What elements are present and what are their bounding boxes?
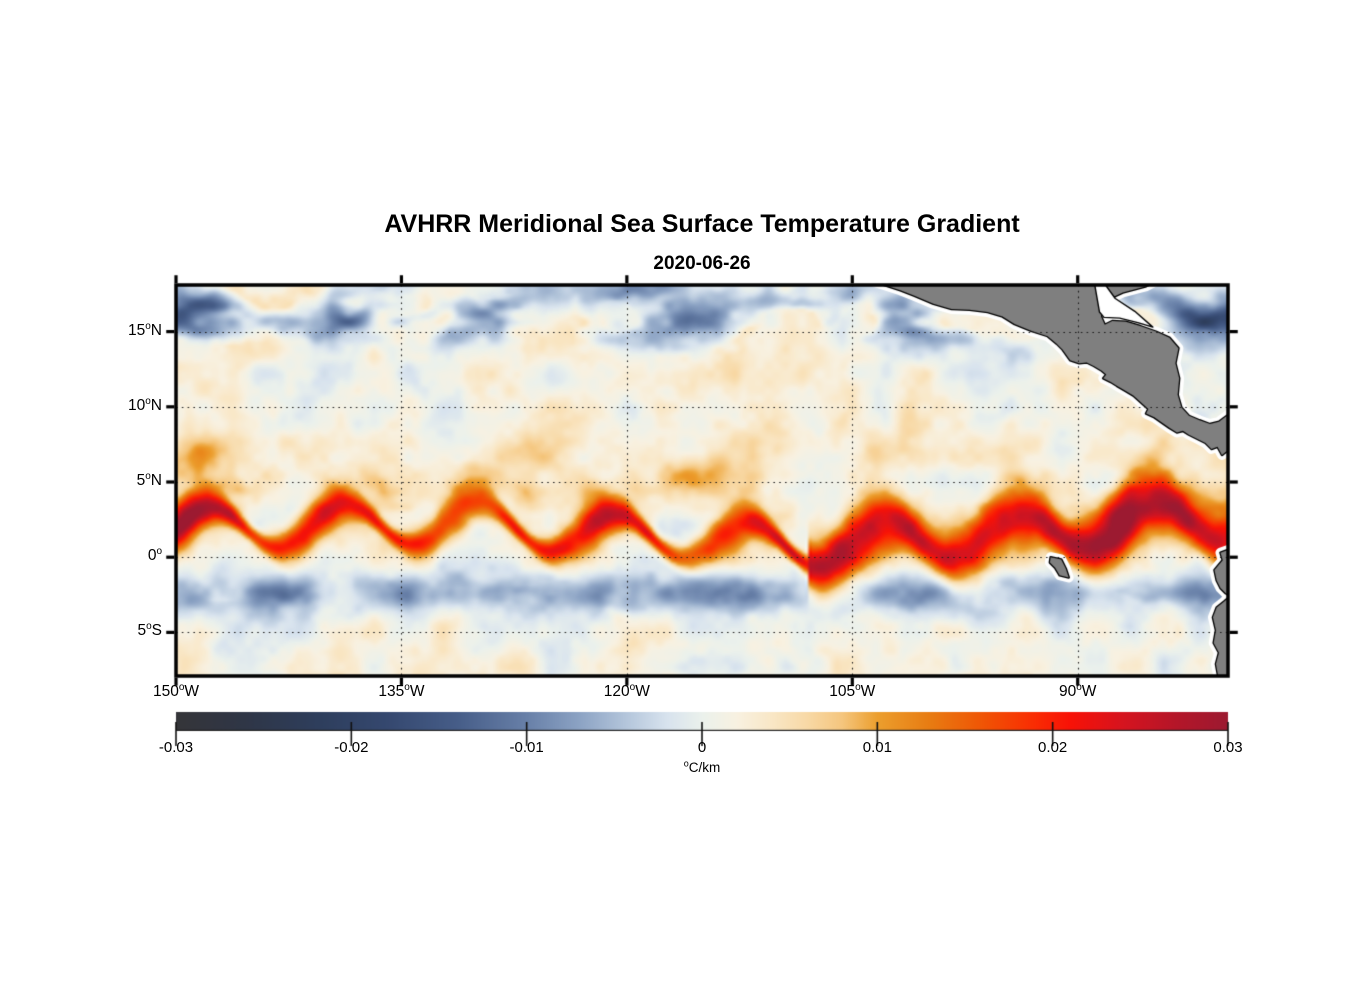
colorbar-tick-label: 0.03 [1213, 739, 1243, 756]
colorbar-tick-label: -0.01 [509, 739, 544, 756]
degree-symbol: o [683, 758, 689, 769]
degree-symbol: o [146, 621, 152, 633]
colorbar-tick-label: 0.02 [1038, 739, 1068, 756]
degree-symbol: o [145, 320, 151, 332]
colorbar-unit-label: oC/km [683, 758, 721, 775]
y-tick-label: 0o [147, 546, 162, 565]
y-tick-label: 15oN [127, 320, 162, 339]
chart-title: AVHRR Meridional Sea Surface Temperature… [384, 210, 1020, 238]
degree-symbol: o [855, 681, 861, 693]
y-tick-label: 5oN [136, 470, 162, 490]
degree-symbol: o [404, 681, 410, 693]
colorbar-tick-label: -0.02 [334, 739, 369, 756]
x-tick-label: 120oW [603, 681, 650, 700]
degree-symbol: o [178, 681, 185, 693]
colorbar-tick-label: 0 [697, 739, 707, 756]
y-tick-label: 10oN [127, 395, 162, 414]
x-tick-label: 105oW [829, 681, 876, 700]
degree-symbol: o [145, 395, 151, 407]
degree-symbol: o [1076, 681, 1082, 693]
colorbar-tick-label: 0.01 [862, 739, 892, 756]
y-tick-label: 5oS [137, 621, 162, 640]
degree-symbol: o [145, 470, 151, 482]
x-tick-label: 90oW [1058, 681, 1097, 700]
degree-symbol: o [156, 546, 162, 558]
chart-date-subtitle: 2020-06-26 [653, 253, 751, 274]
degree-symbol: o [629, 681, 636, 693]
x-tick-label: 150oW [152, 681, 200, 700]
x-tick-label: 135oW [378, 681, 425, 700]
colorbar-tick-label: -0.03 [158, 739, 194, 756]
